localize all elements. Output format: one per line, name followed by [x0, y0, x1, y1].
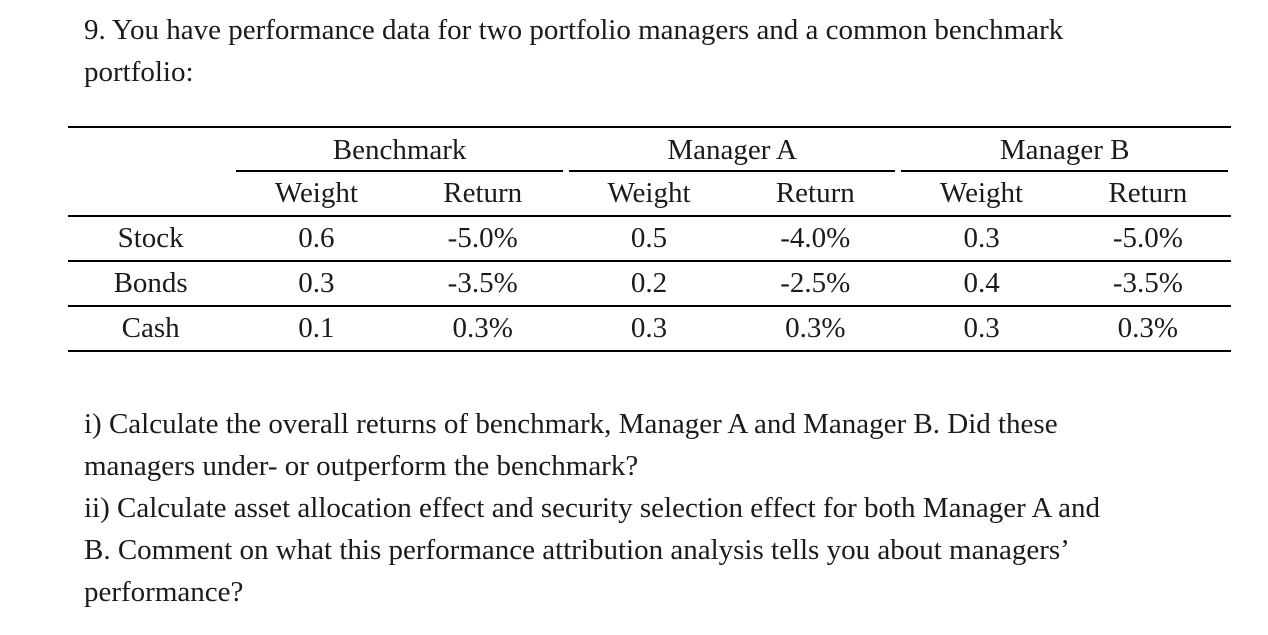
- cell-bonds-manager-b-return: -3.5%: [1064, 261, 1231, 307]
- subheader-manager-b-weight: Weight: [898, 172, 1065, 217]
- question-intro-line-1: 9. You have performance data for two por…: [84, 14, 1064, 46]
- subheader-benchmark-weight: Weight: [233, 172, 400, 217]
- subheader-row: Weight Return Weight Return Weight Retur…: [68, 172, 1231, 217]
- subheader-empty-cell: [68, 172, 234, 217]
- group-label-manager-b: Manager B: [999, 133, 1130, 166]
- group-label-benchmark: Benchmark: [332, 133, 467, 166]
- group-underline: [568, 170, 896, 172]
- question-tasks: i) Calculate the overall returns of benc…: [84, 403, 1228, 613]
- cell-bonds-benchmark-return: -3.5%: [399, 261, 566, 307]
- subheader-manager-a-return: Return: [732, 172, 899, 217]
- group-label-manager-a: Manager A: [667, 133, 797, 166]
- group-header-benchmark: Benchmark: [233, 126, 566, 172]
- table-row-stock: Stock 0.6 -5.0% 0.5 -4.0% 0.3 -5.0%: [68, 216, 1231, 262]
- cell-cash-benchmark-weight: 0.1: [233, 306, 400, 352]
- group-underline: [236, 170, 563, 172]
- group-header-manager-a: Manager A: [565, 126, 899, 172]
- cell-bonds-manager-a-weight: 0.2: [565, 261, 733, 307]
- cell-cash-manager-a-return: 0.3%: [732, 306, 899, 352]
- task-ii-line-3: performance?: [84, 576, 244, 608]
- subheader-benchmark-return: Return: [399, 172, 566, 217]
- cell-stock-manager-a-return: -4.0%: [732, 216, 899, 262]
- group-header-manager-b: Manager B: [898, 126, 1231, 172]
- task-i-line-1: i) Calculate the overall returns of benc…: [84, 408, 1058, 440]
- subheader-manager-b-return: Return: [1064, 172, 1231, 217]
- group-underline: [901, 170, 1228, 172]
- cell-bonds-manager-b-weight: 0.4: [898, 261, 1065, 307]
- row-label-stock: Stock: [68, 216, 234, 262]
- row-label-bonds: Bonds: [68, 261, 234, 307]
- cell-cash-manager-b-weight: 0.3: [898, 306, 1065, 352]
- cell-stock-manager-a-weight: 0.5: [565, 216, 733, 262]
- task-ii-line-1: ii) Calculate asset allocation effect an…: [84, 492, 1100, 524]
- question-intro: 9. You have performance data for two por…: [84, 9, 1228, 93]
- task-ii-line-2: B. Comment on what this performance attr…: [84, 534, 1070, 566]
- cell-cash-manager-a-weight: 0.3: [565, 306, 733, 352]
- page: 9. You have performance data for two por…: [0, 9, 1268, 613]
- question-intro-line-2: portfolio:: [84, 56, 194, 88]
- task-i-line-2: managers under- or outperform the benchm…: [84, 450, 639, 482]
- cell-bonds-benchmark-weight: 0.3: [233, 261, 400, 307]
- cell-cash-benchmark-return: 0.3%: [399, 306, 566, 352]
- corner-cell: [68, 126, 234, 172]
- row-label-cash: Cash: [68, 306, 234, 352]
- table-row-cash: Cash 0.1 0.3% 0.3 0.3% 0.3 0.3%: [68, 306, 1231, 352]
- cell-stock-benchmark-return: -5.0%: [399, 216, 566, 262]
- subheader-manager-a-weight: Weight: [565, 172, 733, 217]
- cell-cash-manager-b-return: 0.3%: [1064, 306, 1231, 352]
- cell-stock-manager-b-return: -5.0%: [1064, 216, 1231, 262]
- cell-stock-manager-b-weight: 0.3: [898, 216, 1065, 262]
- cell-stock-benchmark-weight: 0.6: [233, 216, 400, 262]
- cell-bonds-manager-a-return: -2.5%: [732, 261, 899, 307]
- performance-table: Benchmark Manager A Manager B Weight Ret…: [68, 126, 1231, 352]
- table-row-bonds: Bonds 0.3 -3.5% 0.2 -2.5% 0.4 -3.5%: [68, 261, 1231, 307]
- group-header-row: Benchmark Manager A Manager B: [68, 126, 1231, 172]
